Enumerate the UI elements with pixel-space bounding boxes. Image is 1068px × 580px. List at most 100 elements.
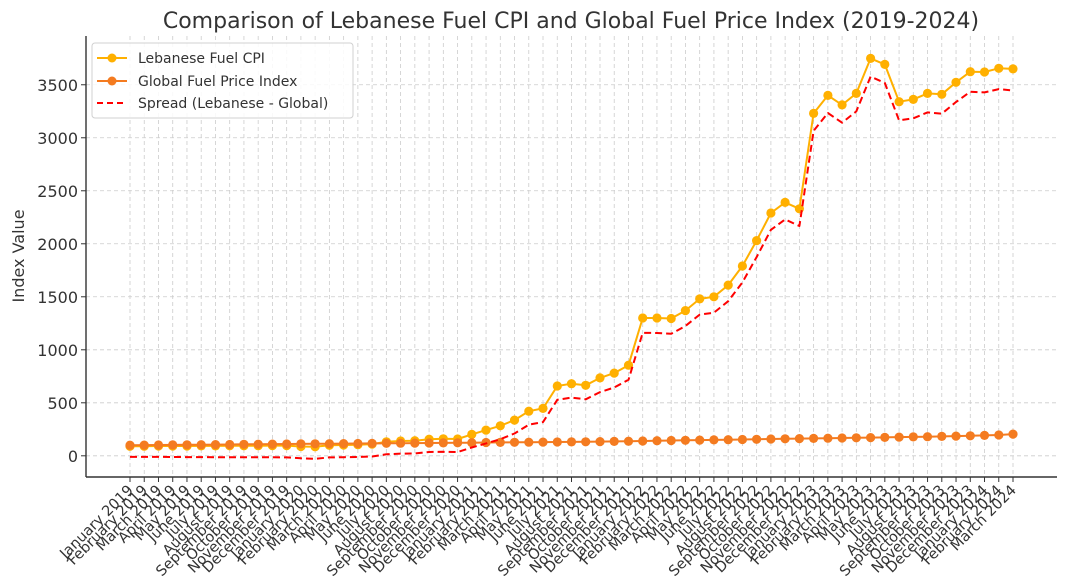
data-point xyxy=(837,433,847,443)
y-tick-label: 2000 xyxy=(37,235,78,254)
data-point xyxy=(153,440,164,450)
data-point xyxy=(737,434,748,445)
data-point xyxy=(937,89,947,99)
y-ticks: 0 500 1000 1500 2000 2500 3000 3500 xyxy=(37,76,86,466)
data-point xyxy=(595,437,605,447)
data-point xyxy=(752,434,762,444)
legend-marker-global xyxy=(107,76,117,86)
data-point xyxy=(880,432,890,442)
data-point xyxy=(780,197,790,207)
data-point xyxy=(908,432,918,442)
legend-label-spread: Spread (Lebanese - Global) xyxy=(138,96,328,112)
data-point xyxy=(424,438,434,448)
data-point xyxy=(666,435,676,446)
series-global-index xyxy=(125,429,1018,450)
data-point xyxy=(994,430,1004,440)
data-point xyxy=(638,436,648,446)
data-point xyxy=(837,100,847,110)
series-spread xyxy=(130,75,1014,460)
legend-marker-lebanese xyxy=(107,53,117,63)
data-point xyxy=(823,90,833,100)
data-point xyxy=(866,53,876,64)
legend-item-lebanese: Lebanese Fuel CPI xyxy=(97,51,265,67)
y-axis-label: Index Value xyxy=(9,209,28,302)
data-point xyxy=(623,436,634,446)
data-point xyxy=(339,439,349,449)
data-point xyxy=(509,437,520,447)
data-point xyxy=(823,433,833,443)
data-point xyxy=(709,292,719,302)
data-point xyxy=(310,439,320,449)
y-tick-label: 2500 xyxy=(37,182,78,201)
data-point xyxy=(723,435,733,445)
data-point xyxy=(253,439,263,449)
data-point xyxy=(695,435,705,445)
data-point xyxy=(481,425,491,435)
data-point xyxy=(866,433,876,443)
data-point xyxy=(979,67,990,77)
series-layer xyxy=(125,53,1018,460)
legend-item-global: Global Fuel Price Index xyxy=(97,74,297,90)
data-point xyxy=(410,438,420,448)
data-point xyxy=(752,236,762,246)
data-point xyxy=(267,439,277,449)
data-point xyxy=(695,294,705,304)
data-point xyxy=(737,261,748,271)
data-point xyxy=(766,434,776,444)
data-point xyxy=(552,437,562,447)
data-point xyxy=(453,438,463,448)
y-tick-label: 3500 xyxy=(37,76,78,95)
data-point xyxy=(794,434,805,444)
data-point xyxy=(524,406,534,416)
legend-label-lebanese: Lebanese Fuel CPI xyxy=(138,51,265,67)
data-point xyxy=(609,436,619,446)
data-point xyxy=(994,63,1004,73)
data-point xyxy=(581,437,591,447)
data-point xyxy=(595,373,605,383)
data-point xyxy=(766,208,776,218)
y-tick-label: 0 xyxy=(68,447,78,466)
data-point xyxy=(467,438,477,448)
data-point xyxy=(566,379,577,389)
legend-box xyxy=(91,42,354,119)
data-point xyxy=(282,439,292,449)
data-point xyxy=(125,440,135,450)
data-point xyxy=(467,429,477,439)
data-point xyxy=(1008,429,1018,439)
data-point xyxy=(538,403,548,413)
data-point xyxy=(951,431,961,441)
y-tick-label: 1000 xyxy=(37,341,78,360)
legend-label-global: Global Fuel Price Index xyxy=(138,74,297,90)
data-point xyxy=(552,381,562,391)
data-point xyxy=(324,439,334,449)
data-point xyxy=(851,433,861,443)
data-point xyxy=(381,438,391,448)
data-point xyxy=(495,437,505,447)
data-point xyxy=(809,108,819,118)
data-point xyxy=(396,438,406,448)
data-point xyxy=(965,67,975,77)
data-point xyxy=(225,439,235,450)
data-point xyxy=(353,438,363,449)
data-point xyxy=(851,88,861,98)
data-point xyxy=(680,306,691,316)
data-point xyxy=(239,439,249,449)
data-point xyxy=(638,313,648,323)
y-tick-label: 1500 xyxy=(37,288,78,307)
data-point xyxy=(723,280,733,290)
data-point xyxy=(937,431,947,441)
data-point xyxy=(979,430,990,440)
data-point xyxy=(495,421,505,431)
data-point xyxy=(623,360,634,370)
data-point xyxy=(210,440,221,450)
chart-title: Comparison of Lebanese Fuel CPI and Glob… xyxy=(163,9,979,34)
data-point xyxy=(951,77,961,87)
data-point xyxy=(609,368,619,378)
data-point xyxy=(809,433,819,443)
data-point xyxy=(168,440,178,450)
data-point xyxy=(965,431,975,441)
data-point xyxy=(196,440,206,450)
legend-item-spread: Spread (Lebanese - Global) xyxy=(97,96,328,112)
